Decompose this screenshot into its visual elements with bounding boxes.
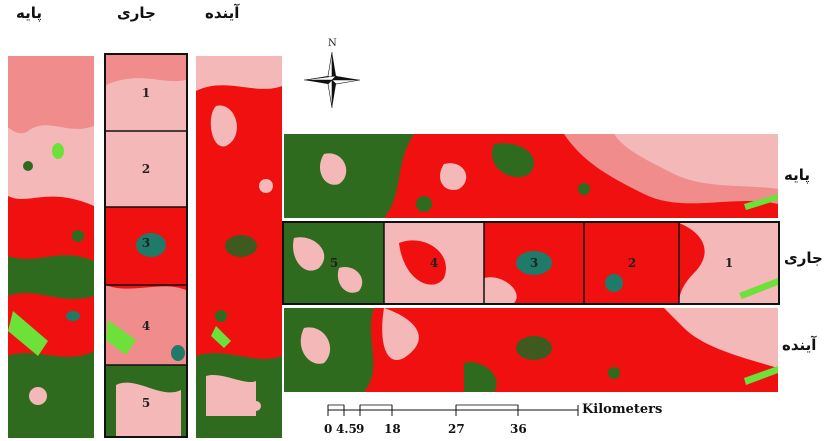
north-label: N [328, 38, 337, 49]
zone-label-v2: 2 [142, 162, 150, 176]
horizontal-map-base [284, 134, 778, 218]
scale-bar: Kilometers 0 4.5 9 18 27 36 [324, 402, 686, 441]
scale-tick-2: 9 [356, 422, 365, 436]
scale-tick-4: 27 [448, 422, 465, 436]
column-label-future: آینده [205, 4, 240, 22]
column-label-base: پایه [16, 4, 42, 22]
horizontal-map-current: 5 4 3 2 1 [282, 221, 780, 305]
zone-label-h2: 2 [628, 256, 636, 270]
scale-tick-0: 0 [324, 422, 333, 436]
horizontal-map-future [284, 308, 778, 392]
scale-unit-label: Kilometers [582, 402, 663, 417]
column-label-current: جاری [117, 4, 156, 22]
zone-label-v4: 4 [142, 319, 150, 333]
scale-tick-3: 18 [384, 422, 401, 436]
scale-tick-5: 36 [510, 422, 527, 436]
north-arrow: N [302, 38, 362, 109]
zone-label-h1: 1 [725, 256, 733, 270]
vertical-map-future [196, 56, 282, 438]
zone-label-v3: 3 [142, 236, 150, 250]
zone-label-h5: 5 [330, 256, 338, 270]
scale-bar-graphic [327, 404, 579, 416]
row-label-current: جاری [784, 249, 823, 267]
vertical-map-current: 1 2 3 4 5 [104, 53, 188, 438]
compass-icon [303, 51, 361, 109]
row-label-future: آینده [782, 336, 817, 354]
row-label-base: پایه [784, 166, 810, 184]
zone-label-h4: 4 [430, 256, 438, 270]
zone-label-v5: 5 [142, 396, 150, 410]
vertical-map-base [8, 56, 94, 438]
zone-label-h3: 3 [530, 256, 538, 270]
scale-tick-1: 4.5 [336, 422, 357, 436]
zone-label-v1: 1 [142, 86, 150, 100]
